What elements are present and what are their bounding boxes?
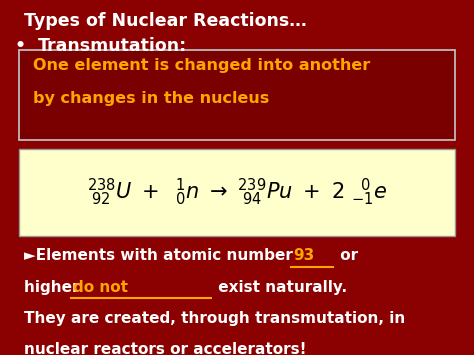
Text: $\mathregular{^{238}_{\ 92}}{\it U}\ +\ \mathregular{^{\ 1}_{\ 0}}{\it n}\ \righ: $\mathregular{^{238}_{\ 92}}{\it U}\ +\ … <box>87 177 387 208</box>
Text: Transmutation:: Transmutation: <box>38 37 187 55</box>
Text: or: or <box>335 248 358 263</box>
Text: •: • <box>14 37 25 55</box>
Text: ►Elements with atomic number: ►Elements with atomic number <box>24 248 298 263</box>
Text: higher: higher <box>24 280 84 295</box>
Text: by changes in the nucleus: by changes in the nucleus <box>33 91 269 105</box>
Text: nuclear reactors or accelerators!: nuclear reactors or accelerators! <box>24 342 306 355</box>
FancyBboxPatch shape <box>19 50 455 140</box>
Text: exist naturally.: exist naturally. <box>213 280 347 295</box>
Text: 93: 93 <box>293 248 314 263</box>
Text: Types of Nuclear Reactions…: Types of Nuclear Reactions… <box>24 12 307 31</box>
Text: One element is changed into another: One element is changed into another <box>33 58 370 72</box>
Text: do not: do not <box>73 280 128 295</box>
FancyBboxPatch shape <box>19 149 455 236</box>
Text: They are created, through transmutation, in: They are created, through transmutation,… <box>24 311 405 326</box>
